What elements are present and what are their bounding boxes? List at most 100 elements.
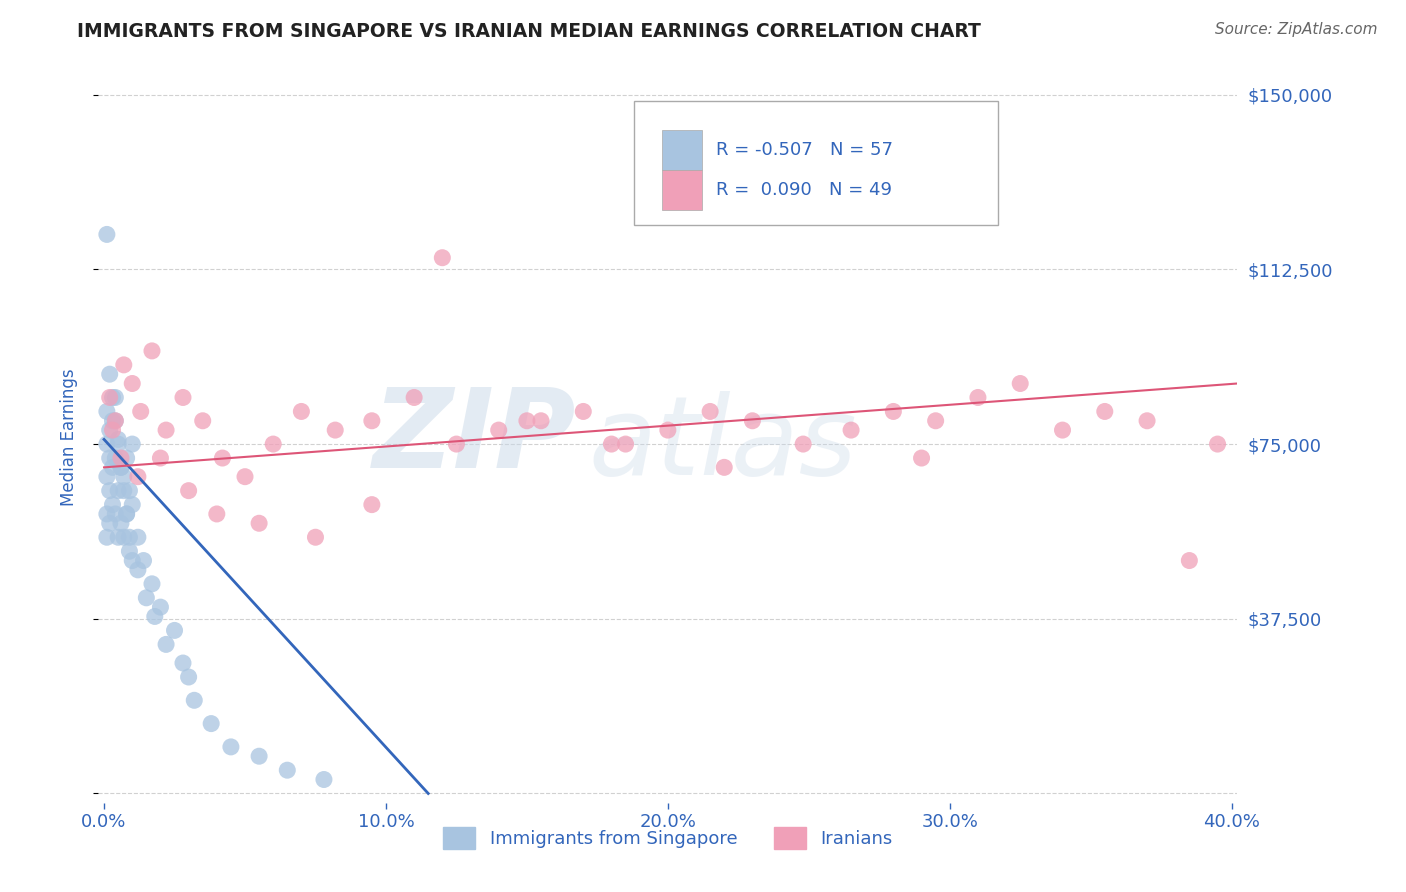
Point: [110, 460, 132, 475]
Point: [115, 451, 138, 466]
Point: [792, 437, 814, 451]
Point: [247, 516, 270, 531]
Point: [121, 437, 143, 451]
Point: [432, 251, 454, 265]
Point: [177, 670, 200, 684]
Point: [121, 553, 143, 567]
Point: [118, 483, 141, 498]
Point: [101, 391, 124, 405]
Point: [127, 469, 149, 483]
Point: [132, 553, 155, 567]
Point: [155, 637, 177, 651]
Point: [488, 423, 510, 437]
Point: [290, 404, 312, 418]
Point: [741, 414, 763, 428]
Point: [115, 507, 138, 521]
Point: [107, 437, 129, 451]
Point: [110, 516, 132, 531]
Point: [98, 516, 121, 531]
Point: [135, 591, 157, 605]
Point: [967, 391, 990, 405]
Point: [98, 367, 121, 381]
Point: [101, 460, 124, 475]
Point: [121, 498, 143, 512]
Text: Source: ZipAtlas.com: Source: ZipAtlas.com: [1215, 22, 1378, 37]
Text: R = -0.507   N = 57: R = -0.507 N = 57: [716, 141, 893, 159]
Point: [172, 656, 194, 670]
Point: [323, 423, 346, 437]
Point: [699, 404, 721, 418]
Point: [98, 423, 121, 437]
Point: [1178, 553, 1201, 567]
Point: [211, 451, 233, 466]
Text: atlas: atlas: [588, 391, 856, 498]
Point: [107, 483, 129, 498]
Point: [112, 358, 135, 372]
Point: [104, 414, 127, 428]
Point: [304, 530, 326, 544]
Point: [1206, 437, 1229, 451]
Point: [101, 498, 124, 512]
Point: [110, 460, 132, 475]
Legend: Immigrants from Singapore, Iranians: Immigrants from Singapore, Iranians: [436, 820, 900, 856]
Point: [446, 437, 468, 451]
Point: [118, 530, 141, 544]
Point: [98, 451, 121, 466]
Point: [104, 451, 127, 466]
Point: [233, 469, 256, 483]
Point: [98, 483, 121, 498]
Point: [112, 483, 135, 498]
Point: [104, 391, 127, 405]
Point: [219, 739, 242, 754]
Point: [312, 772, 335, 787]
Point: [614, 437, 637, 451]
FancyBboxPatch shape: [634, 101, 998, 225]
Text: IMMIGRANTS FROM SINGAPORE VS IRANIAN MEDIAN EARNINGS CORRELATION CHART: IMMIGRANTS FROM SINGAPORE VS IRANIAN MED…: [77, 22, 981, 41]
Point: [530, 414, 553, 428]
Point: [141, 577, 163, 591]
Point: [104, 507, 127, 521]
Point: [839, 423, 862, 437]
Point: [104, 414, 127, 428]
Point: [129, 404, 152, 418]
Point: [96, 227, 118, 242]
Point: [516, 414, 538, 428]
Text: ZIP: ZIP: [373, 384, 576, 491]
Point: [205, 507, 228, 521]
Point: [183, 693, 205, 707]
Point: [101, 423, 124, 437]
Point: [360, 414, 382, 428]
Point: [882, 404, 904, 418]
Point: [360, 498, 382, 512]
Point: [657, 423, 679, 437]
FancyBboxPatch shape: [662, 170, 702, 211]
Point: [96, 469, 118, 483]
Point: [107, 530, 129, 544]
Point: [200, 716, 222, 731]
Point: [96, 507, 118, 521]
Point: [172, 391, 194, 405]
Point: [112, 469, 135, 483]
Point: [177, 483, 200, 498]
Point: [1052, 423, 1074, 437]
Point: [112, 530, 135, 544]
Y-axis label: Median Earnings: Median Earnings: [59, 368, 77, 506]
Point: [276, 763, 298, 777]
Point: [121, 376, 143, 391]
Point: [155, 423, 177, 437]
FancyBboxPatch shape: [662, 129, 702, 169]
Point: [118, 544, 141, 558]
Point: [127, 563, 149, 577]
Point: [96, 530, 118, 544]
Point: [163, 624, 186, 638]
Point: [1094, 404, 1116, 418]
Point: [96, 437, 118, 451]
Point: [1136, 414, 1159, 428]
Point: [600, 437, 623, 451]
Point: [96, 404, 118, 418]
Point: [262, 437, 284, 451]
Point: [127, 530, 149, 544]
Point: [910, 451, 932, 466]
Point: [110, 451, 132, 466]
Point: [713, 460, 735, 475]
